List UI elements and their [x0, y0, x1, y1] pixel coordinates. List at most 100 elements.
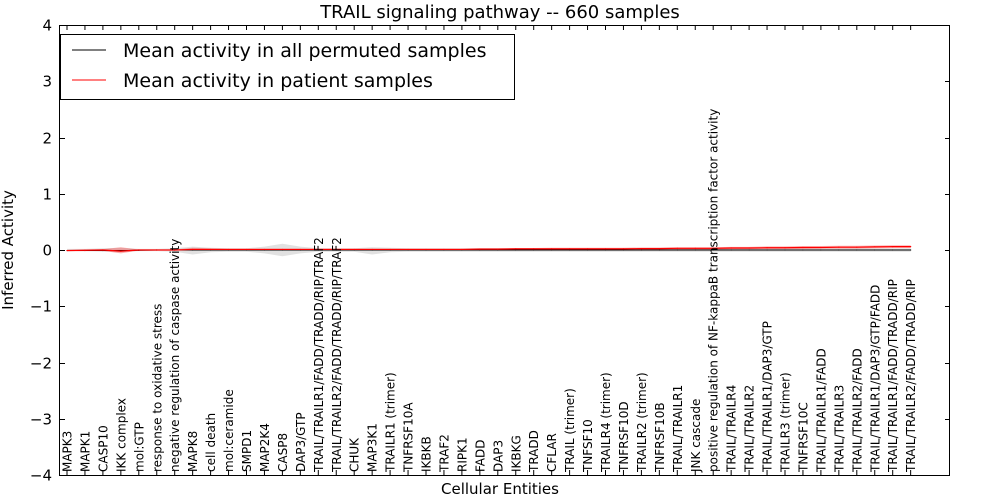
- x-tick-label: TRAIL/TRAILR1/DAP3/GTP/FADD: [868, 285, 882, 473]
- data-point: [622, 249, 625, 251]
- x-tick-label: TRAIL (trimer): [563, 388, 577, 473]
- y-axis: −4 −3 −2 −1 0 1 2 3 4: [30, 17, 950, 485]
- y-axis-label: Inferred Activity: [0, 190, 17, 310]
- data-point: [66, 249, 68, 252]
- data-point: [784, 247, 786, 249]
- x-tick-label: RIPK1: [455, 437, 469, 472]
- data-point: [748, 247, 750, 249]
- data-point: [389, 248, 391, 251]
- x-tick-label: CASP10: [96, 425, 110, 472]
- chart-title: TRAIL signaling pathway -- 660 samples: [319, 2, 680, 23]
- x-tick-label: MAP2K4: [258, 423, 272, 472]
- data-point: [640, 249, 643, 251]
- data-point: [892, 246, 894, 248]
- data-point: [84, 249, 86, 251]
- data-point: [838, 246, 840, 248]
- y-tick-label: −4: [30, 467, 52, 485]
- x-tick-label: TRAF2: [437, 434, 451, 473]
- data-point: [569, 248, 571, 250]
- x-tick-label: TRAIL/TRAILR3: [832, 385, 846, 473]
- data-point: [856, 249, 858, 251]
- data-point: [586, 249, 589, 251]
- data-point: [658, 247, 660, 250]
- data-point: [586, 248, 589, 250]
- x-axis: MAPK3 MAPK1 CASP10 IKK complex mol:GTP respon…: [61, 25, 918, 475]
- data-point: [712, 247, 714, 249]
- y-tick-label: 2: [42, 130, 52, 148]
- data-point: [138, 249, 140, 251]
- data-point: [461, 248, 463, 251]
- y-tick-label: −2: [30, 355, 52, 373]
- data-point: [802, 249, 804, 251]
- data-point: [820, 246, 822, 249]
- data-point: [299, 248, 301, 251]
- x-tick-label: negative regulation of caspase activity: [168, 239, 182, 472]
- data-point: [874, 249, 876, 251]
- x-tick-label: TRAIL/TRAILR1/FADD/TRADD/RIP/TRAF2: [312, 237, 326, 473]
- x-tick-label: IKBKB: [420, 436, 434, 472]
- data-point: [533, 249, 535, 251]
- x-tick-label: TNFRSF10C: [796, 402, 810, 473]
- data-point: [892, 249, 894, 251]
- y-tick-label: 3: [42, 73, 52, 91]
- x-tick-label: TRAIL/TRAILR2/FADD/TRADD/RIP: [904, 279, 918, 473]
- data-point: [443, 248, 445, 251]
- y-tick-label: −3: [30, 411, 52, 429]
- x-tick-label: TRAIL/TRAILR1/FADD/TRADD/RIP: [886, 279, 900, 473]
- data-point: [479, 248, 481, 250]
- legend: Mean activity in all permuted samples Me…: [60, 34, 515, 100]
- data-point: [407, 248, 409, 251]
- x-tick-label: IKK complex: [114, 398, 128, 472]
- data-point: [156, 249, 158, 251]
- data-point: [551, 248, 553, 250]
- data-point: [694, 249, 696, 251]
- data-point: [515, 249, 517, 251]
- x-tick-label: TRAILR1 (trimer): [384, 372, 398, 473]
- series-line-0: [67, 249, 911, 252]
- data-point: [640, 247, 643, 250]
- x-tick-label: DAP3/GTP: [294, 412, 308, 472]
- data-point: [497, 248, 499, 250]
- x-tick-label: TRADD: [527, 430, 541, 473]
- data-point: [263, 248, 266, 251]
- data-point: [694, 247, 696, 249]
- data-point: [820, 249, 822, 251]
- y-tick-label: 0: [42, 242, 52, 260]
- data-point: [766, 247, 768, 249]
- data-point: [784, 249, 786, 251]
- x-tick-label: SMPD1: [240, 430, 254, 472]
- data-point: [551, 249, 553, 251]
- x-tick-label: TRAIL/TRAILR4: [725, 385, 739, 473]
- data-point: [874, 246, 876, 248]
- x-tick-label: TRAIL/TRAILR2/FADD/TRADD/RIP/TRAF2: [330, 237, 344, 473]
- x-tick-label: CASP8: [276, 433, 290, 472]
- data-point: [748, 249, 750, 251]
- x-tick-label: response to oxidative stress: [150, 304, 164, 472]
- x-tick-label: IKBKG: [509, 435, 523, 472]
- data-point: [802, 246, 804, 249]
- x-tick-label: TRAIL/TRAILR1/DAP3/GTP: [761, 321, 775, 473]
- x-tick-label: DAP3: [491, 440, 505, 472]
- data-point: [210, 248, 212, 251]
- x-axis-label: Cellular Entities: [441, 480, 559, 498]
- legend-box: [60, 34, 515, 100]
- data-point: [856, 246, 858, 248]
- data-point: [425, 248, 427, 251]
- data-point: [317, 248, 319, 251]
- x-tick-label: CFLAR: [545, 433, 559, 472]
- y-tick-label: 4: [42, 17, 52, 35]
- data-point: [838, 249, 840, 251]
- data-point: [533, 248, 535, 250]
- x-tick-label: TRAILR3 (trimer): [779, 372, 793, 473]
- x-tick-label: TRAIL/TRAILR1: [671, 385, 685, 473]
- data-point: [712, 249, 714, 251]
- data-point: [730, 247, 732, 249]
- x-tick-label: TRAIL/TRAILR2: [743, 385, 757, 473]
- x-tick-label: MAPK1: [78, 431, 92, 472]
- x-tick-label: TRAIL/TRAILR2/FADD: [850, 348, 864, 473]
- data-point: [227, 248, 230, 251]
- y-tick-label: 1: [42, 186, 52, 204]
- data-point: [604, 249, 607, 251]
- data-point: [281, 248, 283, 251]
- data-point: [658, 249, 660, 251]
